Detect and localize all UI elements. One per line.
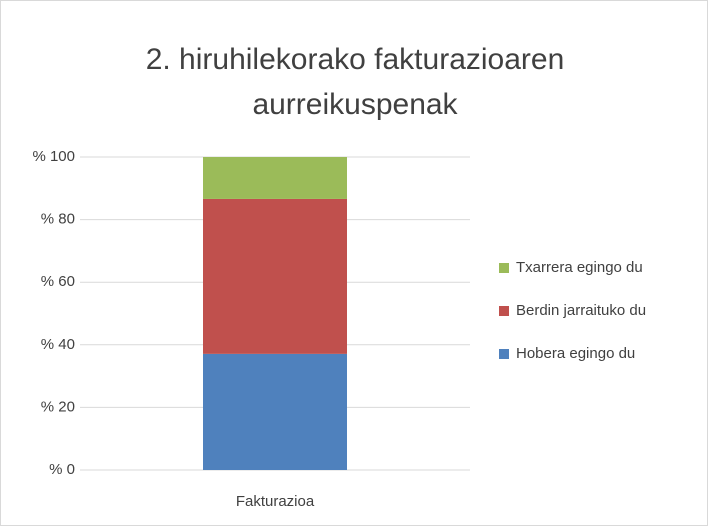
y-tick-label: % 100 xyxy=(32,148,75,165)
bar-segment xyxy=(203,198,347,354)
legend-swatch xyxy=(499,349,509,359)
legend-label: Hobera egingo du xyxy=(516,345,635,362)
bar-segment xyxy=(203,353,347,470)
legend-label: Berdin jarraituko du xyxy=(516,302,646,319)
legend-swatch xyxy=(499,306,509,316)
x-tick-label: Fakturazioa xyxy=(236,493,315,510)
bar-segment xyxy=(203,157,347,199)
y-tick-label: % 0 xyxy=(49,461,75,478)
y-tick-label: % 20 xyxy=(41,398,75,415)
y-tick-label: % 80 xyxy=(41,211,75,228)
legend-label: Txarrera egingo du xyxy=(516,259,643,276)
legend-swatch xyxy=(499,263,509,273)
chart-title: 2. hiruhilekorako fakturazioaren aurreik… xyxy=(145,43,565,121)
y-tick-label: % 60 xyxy=(41,273,75,290)
y-tick-label: % 40 xyxy=(41,336,75,353)
